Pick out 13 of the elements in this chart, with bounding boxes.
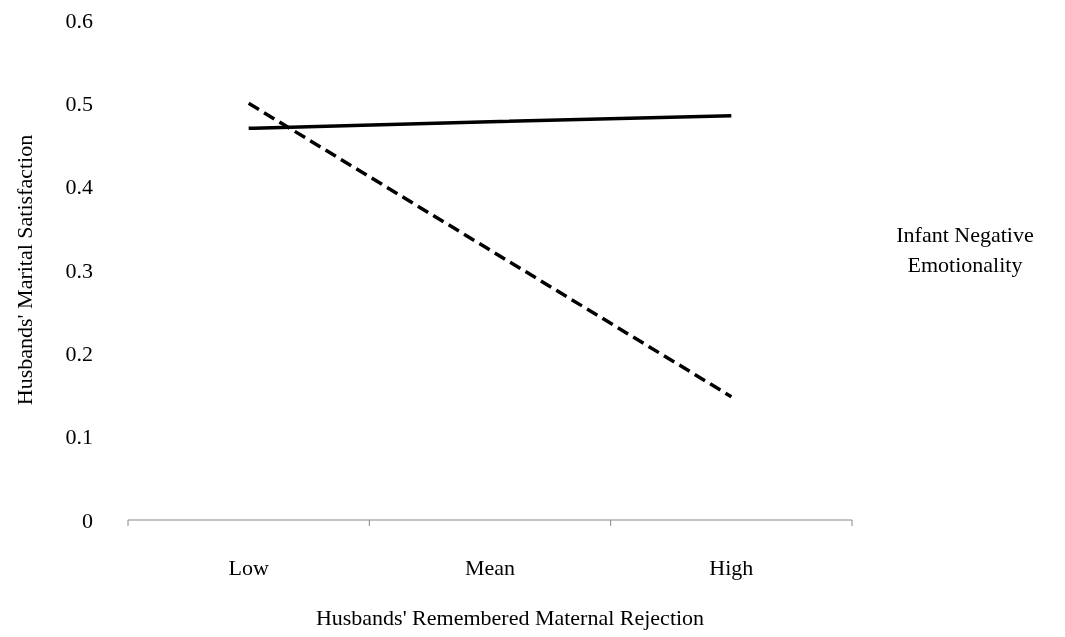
y-tick-label: 0.1 bbox=[65, 424, 93, 450]
y-tick-label: 0.2 bbox=[65, 341, 93, 367]
x-tick-label: Mean bbox=[464, 555, 516, 580]
y-tick-label: 0.5 bbox=[65, 91, 93, 117]
y-tick-label: 0.3 bbox=[65, 257, 93, 283]
x-tick-label: Low bbox=[228, 555, 269, 580]
y-tick-label: 0.4 bbox=[65, 174, 93, 200]
y-axis-title: Husbands' Marital Satisfaction bbox=[12, 134, 37, 406]
y-tick-label: 0 bbox=[82, 507, 93, 533]
x-tick-label: High bbox=[709, 555, 754, 580]
y-tick-label: 0.6 bbox=[65, 7, 93, 33]
x-axis-title: Husbands' Remembered Maternal Rejection bbox=[315, 605, 705, 630]
text: Infant Negative Emotionality bbox=[896, 222, 1034, 277]
